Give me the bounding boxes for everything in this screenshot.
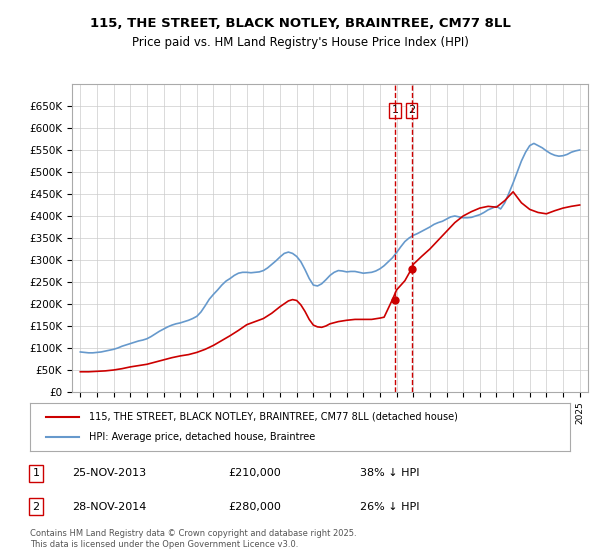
Text: 28-NOV-2014: 28-NOV-2014 [72, 502, 146, 512]
Text: £280,000: £280,000 [228, 502, 281, 512]
Text: Contains HM Land Registry data © Crown copyright and database right 2025.
This d: Contains HM Land Registry data © Crown c… [30, 529, 356, 549]
Text: Price paid vs. HM Land Registry's House Price Index (HPI): Price paid vs. HM Land Registry's House … [131, 36, 469, 49]
Text: 26% ↓ HPI: 26% ↓ HPI [360, 502, 419, 512]
Text: 115, THE STREET, BLACK NOTLEY, BRAINTREE, CM77 8LL (detached house): 115, THE STREET, BLACK NOTLEY, BRAINTREE… [89, 412, 458, 422]
Text: 38% ↓ HPI: 38% ↓ HPI [360, 468, 419, 478]
Text: 1: 1 [391, 105, 398, 115]
Text: HPI: Average price, detached house, Braintree: HPI: Average price, detached house, Brai… [89, 432, 316, 442]
Text: 115, THE STREET, BLACK NOTLEY, BRAINTREE, CM77 8LL: 115, THE STREET, BLACK NOTLEY, BRAINTREE… [89, 17, 511, 30]
Text: 1: 1 [32, 468, 40, 478]
Text: 2: 2 [32, 502, 40, 512]
Text: 2: 2 [408, 105, 415, 115]
Text: 25-NOV-2013: 25-NOV-2013 [72, 468, 146, 478]
Text: £210,000: £210,000 [228, 468, 281, 478]
